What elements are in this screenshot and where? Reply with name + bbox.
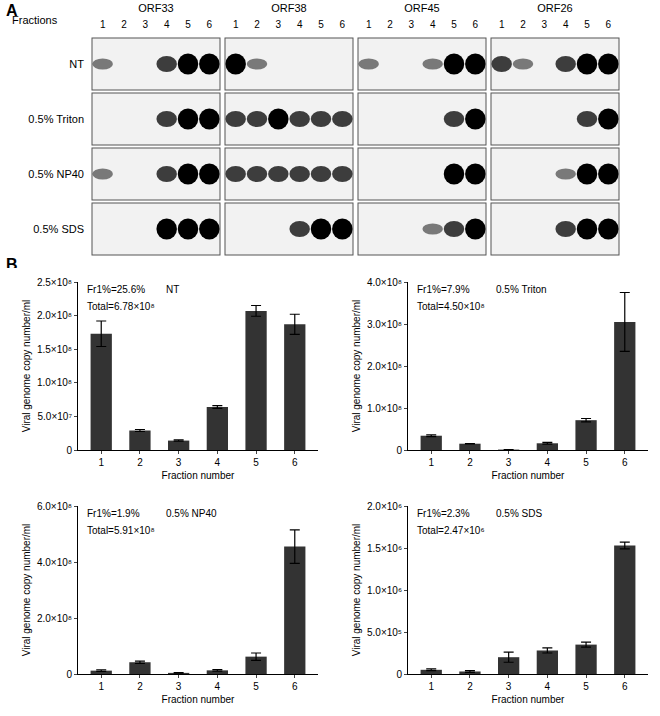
svg-text:6: 6 (292, 457, 298, 468)
svg-text:5: 5 (253, 457, 259, 468)
svg-text:0.5% NP40: 0.5% NP40 (166, 508, 217, 519)
svg-text:2: 2 (467, 681, 473, 692)
svg-text:0: 0 (396, 445, 402, 456)
svg-text:Viral genome copy number/ml: Viral genome copy number/ml (351, 524, 362, 657)
svg-text:4: 4 (164, 19, 170, 30)
svg-text:ORF26: ORF26 (537, 2, 572, 14)
svg-text:2: 2 (467, 457, 473, 468)
svg-text:Viral genome copy number/ml: Viral genome copy number/ml (21, 300, 32, 433)
svg-text:ORF45: ORF45 (404, 2, 439, 14)
svg-text:3: 3 (143, 19, 149, 30)
svg-text:1: 1 (428, 681, 434, 692)
svg-text:2: 2 (520, 19, 526, 30)
svg-text:ORF33: ORF33 (138, 2, 173, 14)
svg-text:Fraction number: Fraction number (492, 694, 565, 705)
svg-text:Total=2.47×10⁶: Total=2.47×10⁶ (417, 525, 485, 536)
svg-text:5.0×10⁷: 5.0×10⁷ (38, 411, 73, 422)
svg-text:0: 0 (66, 669, 72, 680)
svg-text:Total=5.91×10⁸: Total=5.91×10⁸ (87, 525, 155, 536)
svg-text:1: 1 (499, 19, 505, 30)
svg-text:Total=4.50×10⁸: Total=4.50×10⁸ (417, 301, 485, 312)
svg-text:3: 3 (176, 681, 182, 692)
svg-text:3: 3 (409, 19, 415, 30)
svg-text:1: 1 (428, 457, 434, 468)
svg-text:0: 0 (66, 445, 72, 456)
svg-text:NT: NT (69, 58, 84, 70)
svg-text:Fr1%=2.3%: Fr1%=2.3% (417, 508, 470, 519)
svg-text:3: 3 (276, 19, 282, 30)
svg-text:6: 6 (622, 457, 628, 468)
svg-text:6.0×10⁸: 6.0×10⁸ (37, 501, 72, 512)
svg-text:6: 6 (622, 681, 628, 692)
svg-text:4: 4 (545, 681, 551, 692)
svg-text:4: 4 (297, 19, 303, 30)
svg-text:1.0×10⁸: 1.0×10⁸ (37, 377, 72, 388)
svg-text:1.5×10⁶: 1.5×10⁶ (367, 543, 402, 554)
svg-text:6: 6 (207, 19, 213, 30)
svg-text:0.5% Triton: 0.5% Triton (28, 113, 84, 125)
svg-text:2: 2 (137, 457, 143, 468)
svg-text:4: 4 (215, 681, 221, 692)
svg-text:NT: NT (166, 284, 179, 295)
svg-text:6: 6 (292, 681, 298, 692)
svg-text:2.5×10⁸: 2.5×10⁸ (37, 277, 72, 288)
svg-text:0.5% NP40: 0.5% NP40 (28, 168, 84, 180)
svg-text:5: 5 (583, 681, 589, 692)
svg-text:3: 3 (506, 681, 512, 692)
svg-text:1: 1 (233, 19, 239, 30)
svg-text:Fraction number: Fraction number (492, 470, 565, 481)
svg-text:3.0×10⁸: 3.0×10⁸ (367, 319, 402, 330)
svg-text:6: 6 (606, 19, 612, 30)
svg-text:ORF38: ORF38 (271, 2, 306, 14)
svg-text:4.0×10⁸: 4.0×10⁸ (367, 277, 402, 288)
svg-text:6: 6 (473, 19, 479, 30)
svg-text:0.5% SDS: 0.5% SDS (33, 223, 84, 235)
svg-text:Fraction number: Fraction number (162, 694, 235, 705)
html-text:B: B (6, 256, 18, 273)
svg-text:2.0×10⁸: 2.0×10⁸ (37, 310, 72, 321)
svg-text:6: 6 (340, 19, 346, 30)
svg-text:5: 5 (584, 19, 590, 30)
svg-text:Fr1%=7.9%: Fr1%=7.9% (417, 284, 470, 295)
svg-text:5.0×10⁵: 5.0×10⁵ (367, 627, 402, 638)
svg-text:Fr1%=25.6%: Fr1%=25.6% (87, 284, 145, 295)
svg-text:1: 1 (366, 19, 372, 30)
svg-text:2: 2 (387, 19, 393, 30)
svg-text:0.5% Triton: 0.5% Triton (496, 284, 547, 295)
svg-text:Viral genome copy number/ml: Viral genome copy number/ml (21, 524, 32, 657)
svg-text:2: 2 (254, 19, 260, 30)
svg-text:1.5×10⁸: 1.5×10⁸ (37, 344, 72, 355)
svg-text:1.0×10⁶: 1.0×10⁶ (367, 585, 402, 596)
svg-text:Viral genome copy number/ml: Viral genome copy number/ml (351, 300, 362, 433)
svg-text:Fraction number: Fraction number (162, 470, 235, 481)
svg-text:3: 3 (506, 457, 512, 468)
svg-text:2.0×10⁸: 2.0×10⁸ (367, 361, 402, 372)
svg-text:2: 2 (121, 19, 127, 30)
svg-text:3: 3 (176, 457, 182, 468)
svg-text:4: 4 (215, 457, 221, 468)
svg-text:4: 4 (430, 19, 436, 30)
svg-text:1: 1 (98, 457, 104, 468)
svg-text:A: A (6, 2, 18, 19)
svg-text:5: 5 (253, 681, 259, 692)
svg-text:0: 0 (396, 669, 402, 680)
svg-text:2.0×10⁶: 2.0×10⁶ (367, 501, 402, 512)
svg-text:2.0×10⁸: 2.0×10⁸ (37, 613, 72, 624)
svg-text:Fractions: Fractions (12, 14, 58, 26)
svg-text:5: 5 (451, 19, 457, 30)
svg-text:1: 1 (98, 681, 104, 692)
svg-text:1.0×10⁸: 1.0×10⁸ (367, 403, 402, 414)
svg-text:3: 3 (542, 19, 548, 30)
svg-text:5: 5 (185, 19, 191, 30)
svg-text:4: 4 (545, 457, 551, 468)
svg-text:5: 5 (583, 457, 589, 468)
svg-text:4: 4 (563, 19, 569, 30)
svg-text:Fr1%=1.9%: Fr1%=1.9% (87, 508, 140, 519)
svg-text:4.0×10⁸: 4.0×10⁸ (37, 557, 72, 568)
svg-text:Total=6.78×10⁸: Total=6.78×10⁸ (87, 301, 155, 312)
svg-text:1: 1 (100, 19, 106, 30)
svg-text:5: 5 (318, 19, 324, 30)
svg-text:2: 2 (137, 681, 143, 692)
svg-text:0.5% SDS: 0.5% SDS (496, 508, 542, 519)
